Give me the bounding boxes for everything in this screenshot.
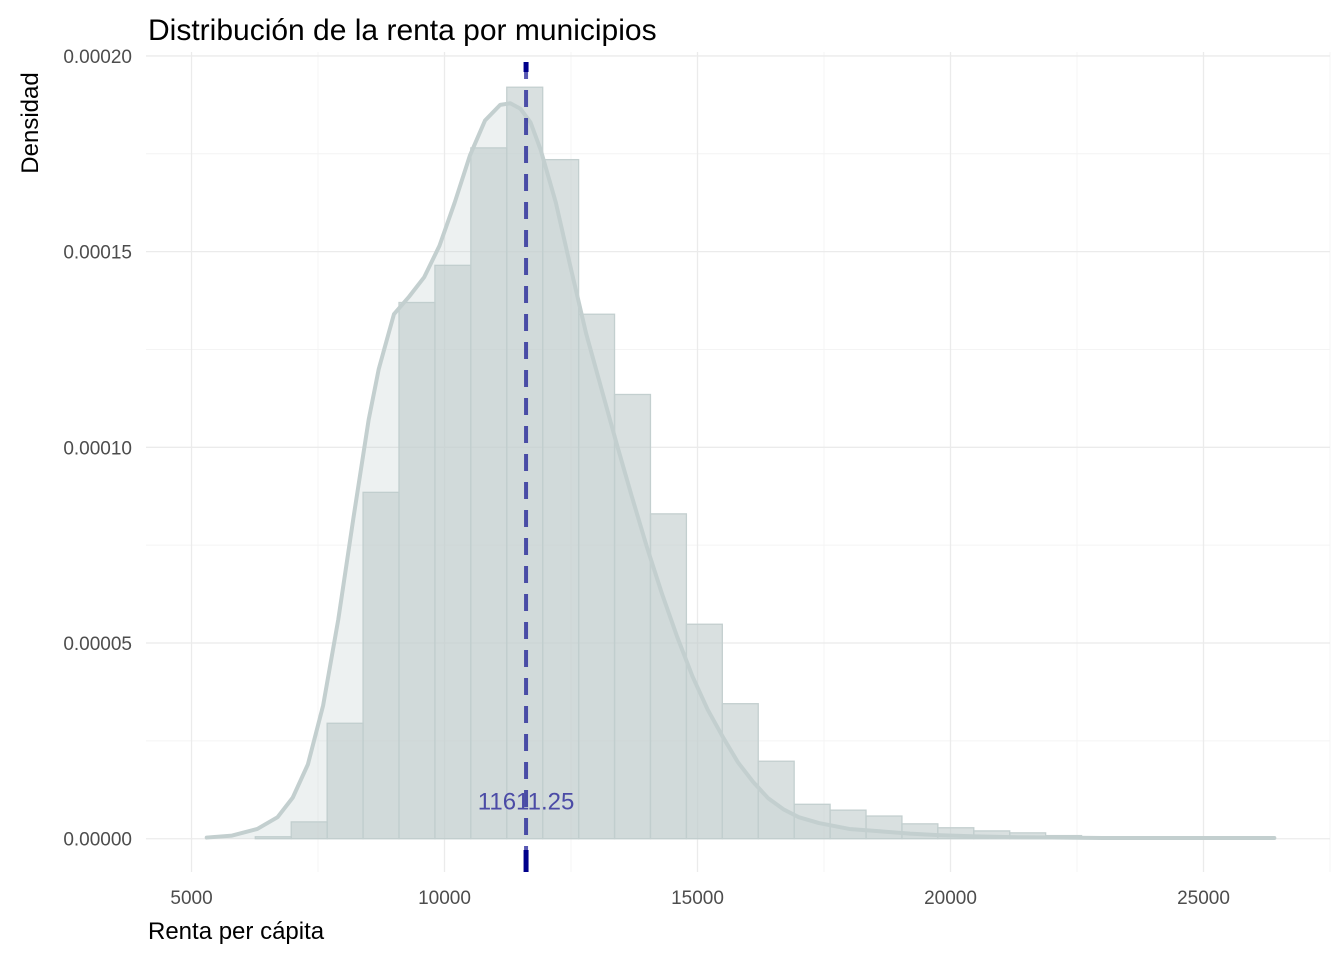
y-axis-ticks: 0.00000 0.00005 0.00010 0.00015 0.00020 [63, 47, 132, 851]
y-tick-label: 0.00000 [63, 830, 132, 851]
histogram-bar [398, 301, 436, 840]
x-axis-title: Renta per cápita [148, 918, 325, 945]
x-axis-ticks: 5000 10000 15000 20000 25000 [170, 888, 1230, 909]
density-curve-layer [204, 101, 1277, 840]
y-tick-label: 0.00005 [63, 634, 132, 655]
histogram-bar [613, 393, 652, 840]
y-tick-label: 0.00010 [63, 438, 132, 459]
mean-value-label: 11611.25 [478, 789, 575, 816]
grid-major [146, 52, 1330, 872]
histogram-bar [685, 623, 723, 840]
x-tick-label: 10000 [418, 888, 471, 909]
x-tick-label: 15000 [671, 888, 724, 909]
histogram-bar [649, 513, 688, 840]
histogram-bar [362, 491, 400, 840]
density-curve [204, 101, 1277, 840]
x-tick-label: 25000 [1177, 888, 1230, 909]
y-tick-label: 0.00015 [63, 243, 132, 264]
histogram-bar [757, 760, 795, 840]
histogram-bar [721, 703, 759, 840]
y-tick-label: 0.00020 [63, 47, 132, 68]
x-tick-label: 5000 [170, 888, 212, 909]
density-area [206, 103, 1275, 839]
histogram-bar [326, 722, 364, 840]
x-tick-label: 20000 [924, 888, 977, 909]
histogram-bar [470, 147, 508, 840]
histogram-bar [434, 264, 472, 840]
y-axis-title: Densidad [17, 72, 44, 173]
chart-title: Distribución de la renta por municipios [148, 14, 657, 47]
